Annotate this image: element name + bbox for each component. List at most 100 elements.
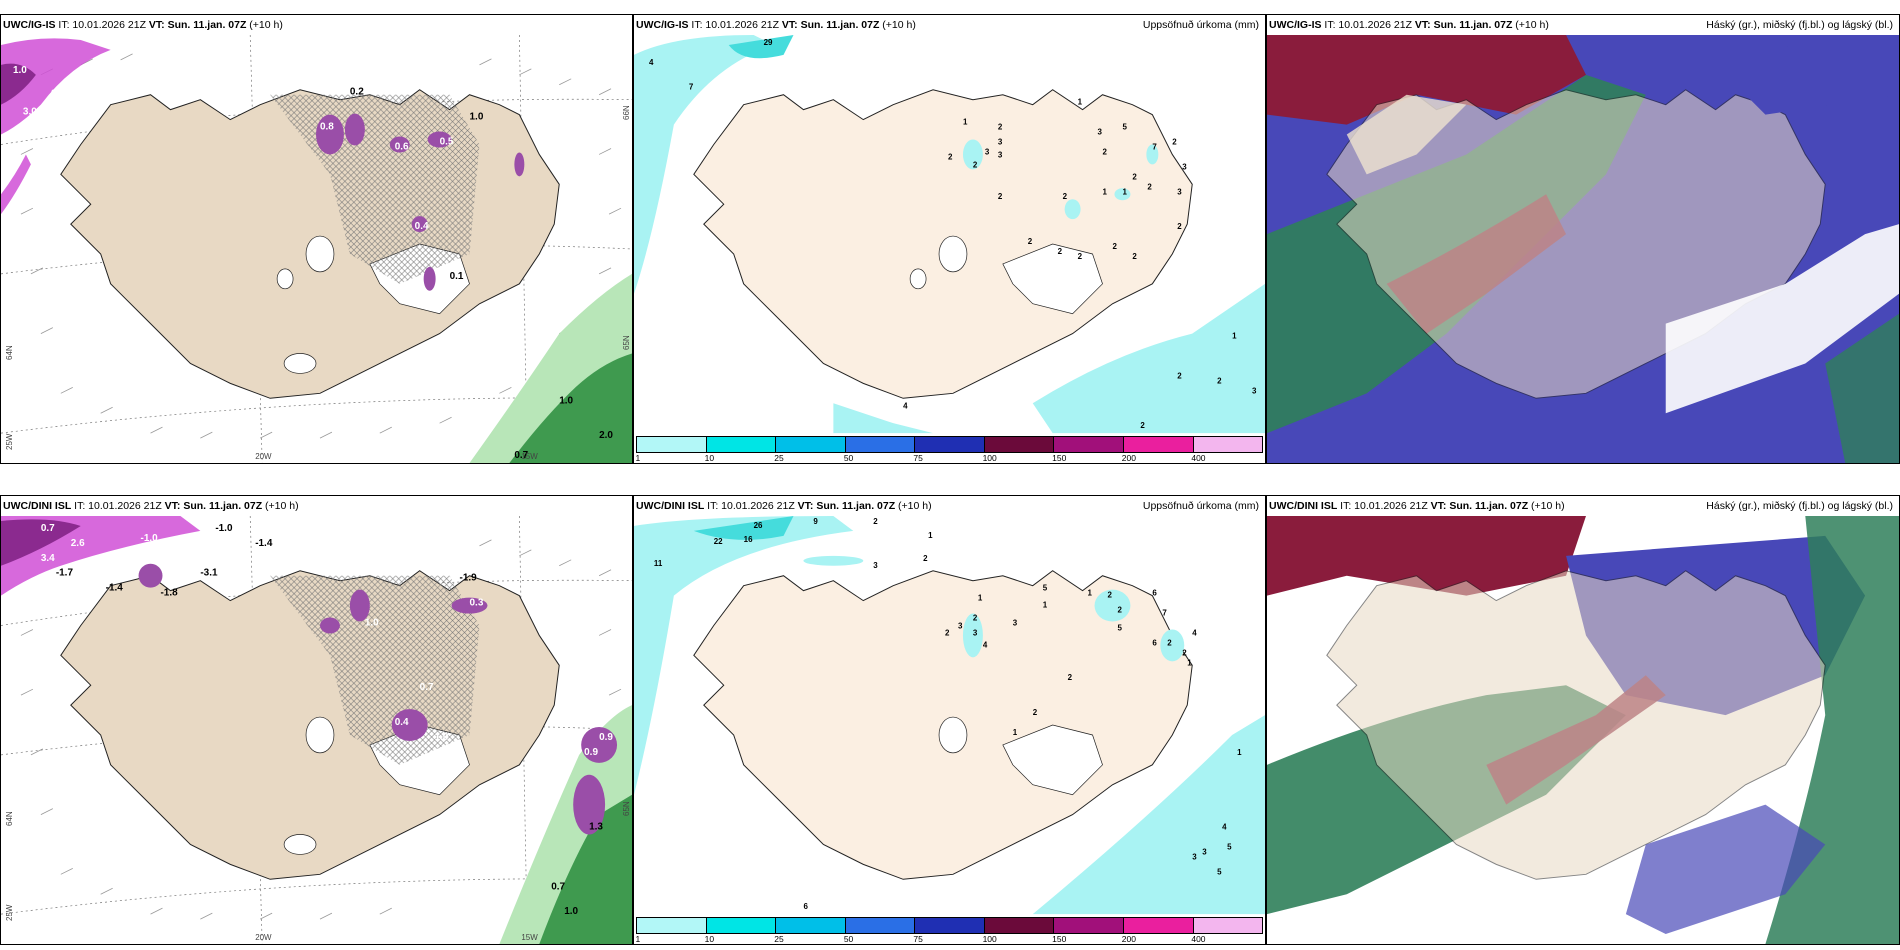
colorbar-seg — [984, 437, 1055, 452]
svg-text:29: 29 — [764, 38, 773, 47]
colorbar-seg — [1054, 918, 1124, 933]
svg-text:3: 3 — [1098, 128, 1103, 137]
svg-text:2: 2 — [1172, 137, 1177, 146]
lat-label: 64N — [5, 345, 14, 360]
svg-text:2.6: 2.6 — [71, 538, 85, 549]
svg-text:1: 1 — [1237, 748, 1242, 757]
temp-blobs — [316, 113, 525, 291]
svg-text:2: 2 — [945, 628, 950, 637]
svg-text:1.0: 1.0 — [365, 617, 379, 628]
colorbar-tick: 400 — [1191, 453, 1206, 463]
map-svg: 4 7 29 1 1 2 3 3 3 2 2 2 3 5 7 2 2 1 1 2 — [634, 35, 1265, 434]
svg-text:0.2: 0.2 — [350, 87, 364, 98]
svg-text:2: 2 — [1078, 252, 1083, 261]
panel-header: UWC/IG-IS IT: 10.01.2026 21Z VT: Sun. 11… — [1267, 15, 1899, 35]
svg-text:3: 3 — [873, 561, 878, 570]
svg-text:3: 3 — [1192, 852, 1197, 861]
svg-text:5: 5 — [1043, 584, 1048, 593]
model-label: UWC/DINI ISL — [636, 500, 705, 512]
svg-text:3: 3 — [1202, 847, 1207, 856]
init-time: IT: 10.01.2026 21Z — [707, 500, 795, 512]
lead-time: (+10 h) — [1515, 19, 1549, 31]
colorbar-seg — [915, 437, 985, 452]
svg-text:15W: 15W — [521, 933, 538, 942]
svg-text:3: 3 — [973, 628, 978, 637]
svg-text:5: 5 — [1117, 623, 1122, 632]
svg-text:1: 1 — [1232, 332, 1237, 341]
colorbar-tick: 50 — [843, 934, 854, 944]
panel-precip-igis: UWC/IG-IS IT: 10.01.2026 21Z VT: Sun. 11… — [633, 14, 1266, 464]
lat-label: 25W — [5, 433, 14, 450]
svg-text:2: 2 — [1103, 147, 1108, 156]
lat-label: 66N — [622, 105, 631, 120]
map-area[interactable]: 26 22 16 9 2 11 1 3 2 1 2 2 3 3 4 3 5 1 … — [634, 516, 1265, 944]
colorbar — [636, 917, 1263, 934]
colorbar-ticks: 1 10 25 50 75 100 150 200 400 — [636, 453, 1263, 463]
lat-label: 65N — [622, 801, 631, 816]
svg-text:2: 2 — [998, 123, 1003, 132]
svg-text:2: 2 — [1117, 606, 1122, 615]
map-svg — [1267, 516, 1899, 944]
colorbar-tick: 200 — [1121, 453, 1136, 463]
svg-text:22: 22 — [714, 537, 723, 546]
panel-title: Uppsöfnuð úrkoma (mm) — [1142, 19, 1259, 31]
valid-time: VT: Sun. 11.jan. 07Z — [164, 500, 263, 512]
init-time: IT: 10.01.2026 21Z — [74, 500, 162, 512]
axis-labels: 20W 15W — [255, 452, 538, 461]
svg-text:2: 2 — [973, 160, 978, 169]
valid-time: VT: Sun. 11.jan. 07Z — [148, 19, 247, 31]
svg-text:-1.9: -1.9 — [460, 573, 478, 584]
svg-text:2: 2 — [998, 192, 1003, 201]
svg-text:1: 1 — [1078, 98, 1083, 107]
svg-text:1.0: 1.0 — [564, 906, 578, 917]
svg-text:7: 7 — [689, 83, 694, 92]
map-svg: 1.0 3.0 0.8 1.0 0.7 2.0 1.0 0.8 0.6 0.5 … — [1, 35, 632, 463]
svg-text:4: 4 — [1222, 823, 1227, 832]
map-area[interactable]: 1.0 3.0 0.8 1.0 0.7 2.0 1.0 0.8 0.6 0.5 … — [1, 35, 632, 463]
svg-text:2: 2 — [1147, 182, 1152, 191]
svg-text:0.8: 0.8 — [51, 89, 65, 100]
colorbar-tick: 25 — [774, 453, 784, 463]
svg-text:-1.0: -1.0 — [215, 523, 233, 534]
panel-header: UWC/DINI ISL IT: 10.01.2026 21Z VT: Sun.… — [1, 496, 632, 516]
mid-cloud-field — [1267, 35, 1586, 125]
svg-text:2: 2 — [1167, 638, 1172, 647]
svg-text:1.0: 1.0 — [435, 732, 449, 743]
svg-text:9: 9 — [813, 517, 818, 526]
map-area[interactable]: 0.7 3.4 -1.7 -1.4 -1.8 -3.1 -1.0 -1.4 -1… — [1, 516, 632, 944]
colorbar-tick: 150 — [1052, 934, 1067, 944]
valid-time: VT: Sun. 11.jan. 07Z — [1430, 500, 1529, 512]
colorbar-seg — [1193, 437, 1263, 452]
colorbar-seg — [1193, 918, 1263, 933]
panel-title: Háský (gr.), miðský (fj.bl.) og lágský (… — [1706, 19, 1893, 31]
init-time: IT: 10.01.2026 21Z — [1340, 500, 1428, 512]
svg-text:3: 3 — [1013, 618, 1018, 627]
svg-text:0.8: 0.8 — [320, 122, 334, 133]
colorbar-tick: 100 — [982, 453, 997, 463]
valid-time: VT: Sun. 11.jan. 07Z — [797, 500, 896, 512]
colorbar-tick: 1 — [635, 453, 641, 463]
lead-time: (+10 h) — [882, 19, 916, 31]
panel-header: UWC/IG-IS IT: 10.01.2026 21Z VT: Sun. 11… — [634, 15, 1265, 35]
map-area[interactable]: 4 7 29 1 1 2 3 3 3 2 2 2 3 5 7 2 2 1 1 2 — [634, 35, 1265, 463]
precip-blobs — [803, 555, 1185, 662]
svg-text:3: 3 — [1182, 162, 1187, 171]
svg-text:1: 1 — [1088, 589, 1093, 598]
colorbar-seg — [845, 918, 916, 933]
svg-text:7: 7 — [1152, 142, 1157, 151]
iceland-landmass — [1326, 570, 1826, 880]
panel-header: UWC/DINI ISL IT: 10.01.2026 21Z VT: Sun.… — [1267, 496, 1899, 516]
map-area[interactable] — [1267, 35, 1899, 463]
svg-text:3: 3 — [998, 137, 1003, 146]
colorbar-seg — [984, 918, 1055, 933]
svg-text:20W: 20W — [255, 452, 272, 461]
colorbar-seg — [776, 437, 846, 452]
svg-text:0.7: 0.7 — [551, 881, 565, 892]
svg-text:1.0: 1.0 — [559, 395, 573, 406]
svg-text:3.4: 3.4 — [41, 553, 55, 564]
colorbar-ticks: 1 10 25 50 75 100 150 200 400 — [636, 934, 1263, 944]
map-area[interactable] — [1267, 516, 1899, 944]
svg-text:2.0: 2.0 — [599, 430, 613, 441]
panel-header: UWC/DINI ISL IT: 10.01.2026 21Z VT: Sun.… — [634, 496, 1265, 516]
svg-text:20W: 20W — [255, 933, 272, 942]
